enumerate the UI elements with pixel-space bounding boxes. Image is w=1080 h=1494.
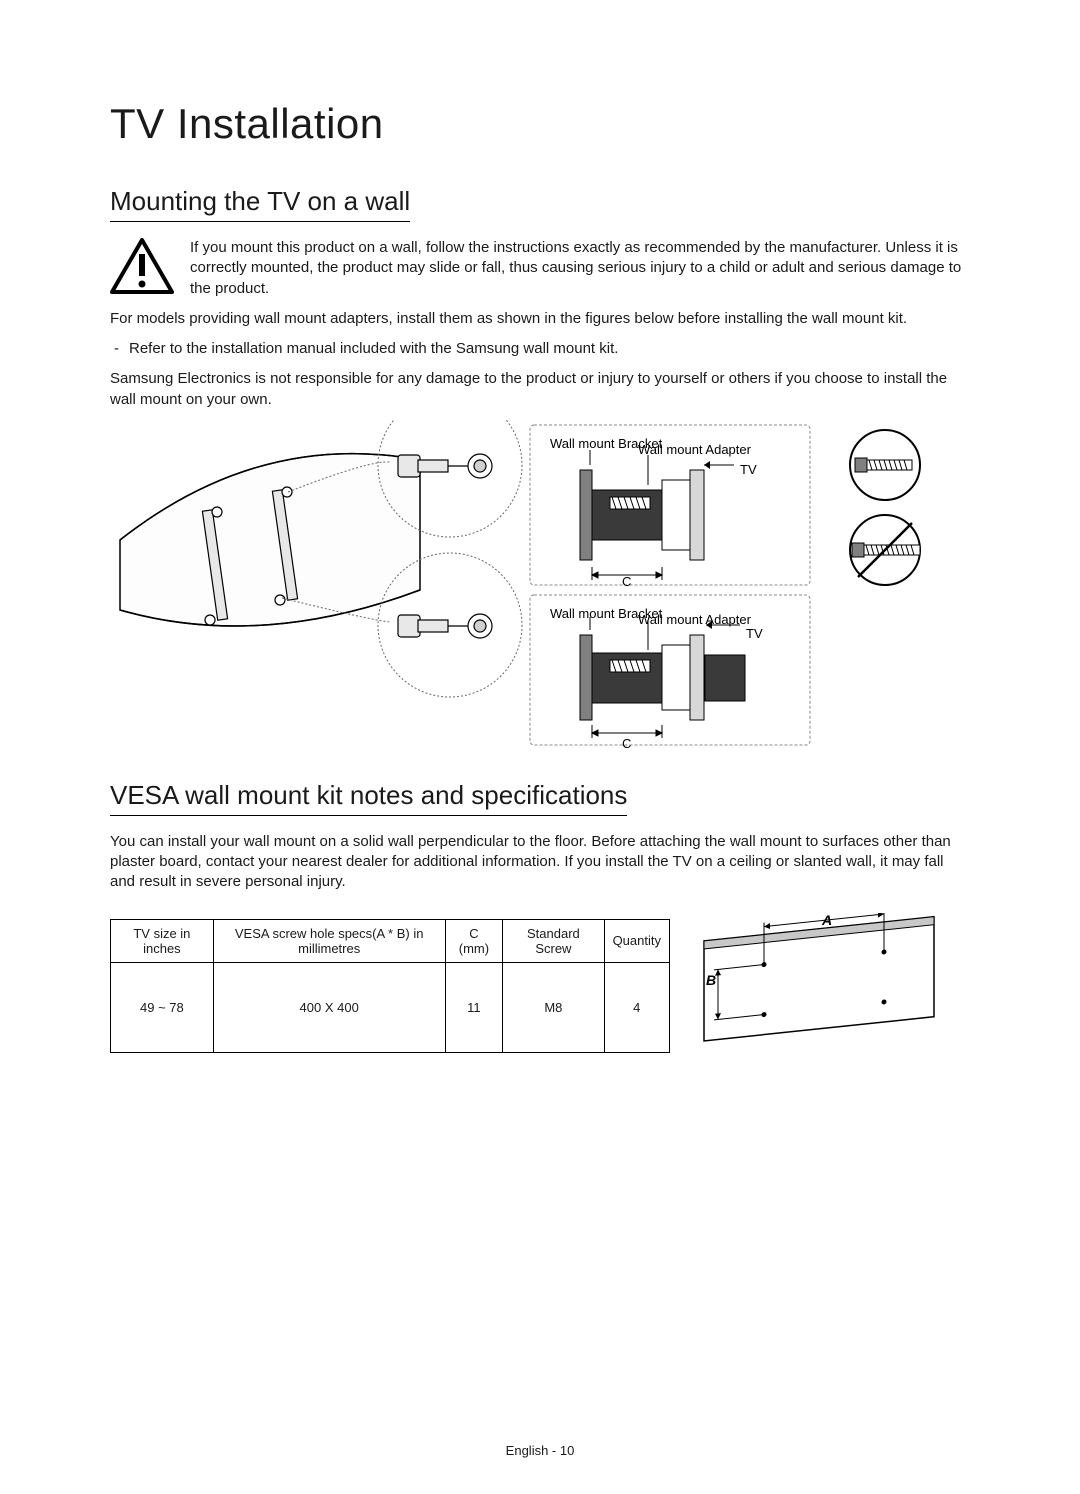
th-qty: Quantity [604,919,669,962]
label-c-2: C [622,736,631,751]
label-wm-adapter-1: Wall mount Adapter [638,442,751,457]
warning-icon [110,238,174,294]
label-wm-adapter-2: Wall mount Adapter [638,612,751,627]
page-title: TV Installation [110,100,970,148]
label-tv-2: TV [746,626,763,641]
warning-text: If you mount this product on a wall, fol… [190,238,970,299]
label-tv-1: TV [740,462,757,477]
bullet-dash: - [114,339,119,359]
th-screw: Standard Screw [503,919,604,962]
spec-table: TV size in inches VESA screw hole specs(… [110,919,670,1053]
td-size: 49 ~ 78 [111,962,214,1052]
vesa-paragraph: You can install your wall mount on a sol… [110,832,970,893]
td-c: 11 [445,962,503,1052]
bullet-text: Refer to the installation manual include… [129,339,618,359]
td-qty: 4 [604,962,669,1052]
page-footer: English - 10 [0,1443,1080,1458]
adapters-note: For models providing wall mount adapters… [110,309,970,329]
mounting-figure: Wall mount Bracket Wall mount Adapter TV… [110,420,970,750]
table-row: 49 ~ 78 400 X 400 11 M8 4 [111,962,670,1052]
table-header-row: TV size in inches VESA screw hole specs(… [111,919,670,962]
th-vesa: VESA screw hole specs(A * B) in millimet… [213,919,445,962]
label-c-1: C [622,574,631,589]
td-screw: M8 [503,962,604,1052]
disclaimer-text: Samsung Electronics is not responsible f… [110,369,970,410]
label-a: A [821,913,832,928]
section-heading-mounting: Mounting the TV on a wall [110,186,410,222]
th-c: C (mm) [445,919,503,962]
vesa-dimension-figure: A B [684,913,964,1053]
td-vesa: 400 X 400 [213,962,445,1052]
label-b: B [706,972,716,988]
section-heading-vesa: VESA wall mount kit notes and specificat… [110,780,627,816]
th-size: TV size in inches [111,919,214,962]
